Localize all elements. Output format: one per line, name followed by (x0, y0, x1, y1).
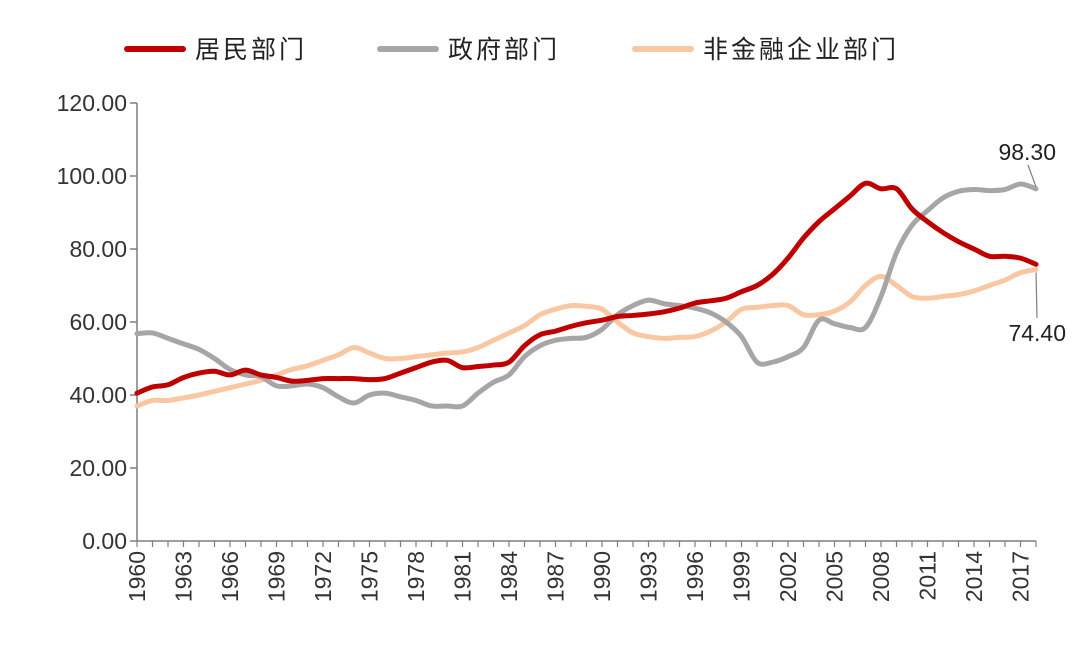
legend-label-2: 非金融企业部门 (703, 35, 899, 64)
legend-label-0: 居民部门 (195, 35, 307, 64)
y-tick-label: 80.00 (69, 236, 127, 262)
annotation-label-1: 74.40 (1008, 320, 1066, 346)
x-tick-label: 1975 (357, 551, 383, 602)
y-tick-label: 100.00 (57, 163, 127, 189)
y-tick-label: 120.00 (57, 90, 127, 116)
x-tick-label: 2005 (822, 551, 848, 602)
annotation-leader-0 (1027, 164, 1037, 187)
series-line-1 (134, 181, 1039, 410)
x-tick-label: 2011 (915, 551, 941, 600)
legend: 居民部门 政府部门 非金融企业部门 (124, 35, 899, 64)
y-axis: 0.00 20.00 40.00 60.00 80.00 100.00 120.00 (57, 90, 138, 554)
x-tick-label: 1990 (589, 551, 615, 602)
annotations: 98.30 74.40 (998, 139, 1066, 346)
x-axis: 1960 1963 1966 1969 1972 1975 1978 1981 1984 1987… (124, 540, 1037, 602)
x-tick-label: 2008 (868, 551, 894, 602)
x-tick-label: 1972 (310, 551, 336, 602)
x-tick-label: 1963 (171, 551, 197, 602)
y-tick-label: 60.00 (69, 309, 127, 335)
x-tick-label: 1978 (403, 551, 429, 602)
y-tick-label: 20.00 (69, 455, 127, 481)
annotation-label-0: 98.30 (998, 139, 1056, 165)
x-tick-label: 1987 (543, 551, 569, 602)
x-tick-label: 1993 (636, 551, 662, 602)
x-tick-label: 2014 (961, 551, 987, 602)
x-tick-label: 1984 (496, 551, 522, 602)
x-tick-label: 1999 (729, 551, 755, 602)
x-tick-label: 1996 (682, 551, 708, 602)
x-tick-label: 2002 (775, 551, 801, 602)
y-tick-label: 40.00 (69, 382, 127, 408)
series-lines (134, 180, 1039, 410)
y-tick-label: 0.00 (82, 528, 127, 554)
x-tick-label: 1960 (124, 551, 150, 602)
x-tick-label: 1969 (264, 551, 290, 602)
x-tick-label: 1981 (450, 551, 476, 602)
x-tick-label: 1966 (217, 551, 243, 602)
legend-label-1: 政府部门 (448, 35, 560, 64)
series-line-0 (134, 180, 1039, 396)
annotation-leader-1 (1035, 272, 1038, 319)
x-tick-label: 2017 (1008, 551, 1034, 602)
